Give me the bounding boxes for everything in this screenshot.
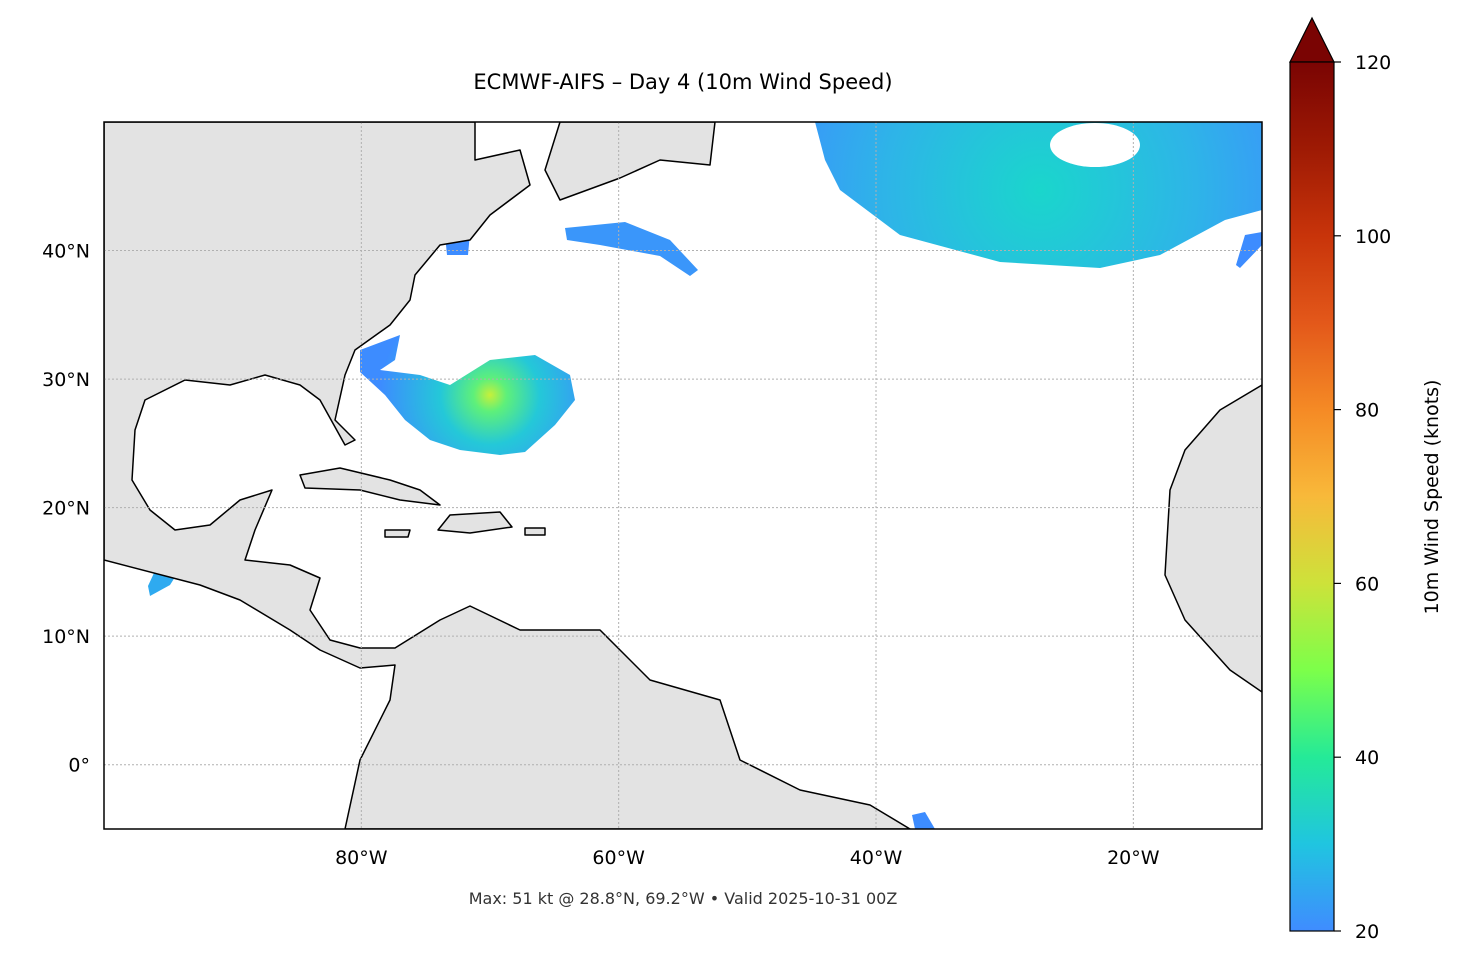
y-tick-label: 20°N [42,498,90,520]
y-tick-label: 30°N [42,369,90,391]
africa [1164,384,1262,693]
hurricane-wind [360,335,575,455]
chart-title: ECMWF-AIFS – Day 4 (10m Wind Speed) [473,70,892,94]
hispaniola [437,511,513,534]
colorbar-extend [1289,16,1335,63]
canada-east [544,122,716,201]
colorbar-tick-label: 40 [1355,747,1379,769]
x-tick-label: 60°W [592,847,645,869]
y-tick-label: 40°N [42,241,90,263]
y-tick-label: 10°N [42,626,90,648]
wind-area [1236,232,1262,268]
colorbar-ticks: 20 40 60 80 100 120 [1334,52,1391,943]
footnote: Max: 51 kt @ 28.8°N, 69.2°W • Valid 2025… [469,889,898,908]
cuba [299,467,441,506]
x-tick-label: 80°W [335,847,388,869]
x-tick-label: 20°W [1107,847,1160,869]
colorbar-tick-label: 20 [1355,921,1379,943]
colorbar-tick-label: 60 [1355,573,1379,595]
y-tick-label: 0° [68,755,90,777]
colorbar-tick-label: 120 [1355,52,1391,74]
x-tick-label: 40°W [850,847,903,869]
colorbar-tick-label: 100 [1355,226,1391,248]
map-frame [103,121,1263,830]
wind-gap [1050,123,1140,167]
colorbar [1289,61,1335,932]
graticule [104,122,1262,829]
colorbar-label: 10m Wind Speed (knots) [1421,380,1443,615]
map [104,122,1262,829]
wind-area [565,222,698,276]
wind-field [148,122,1262,829]
jamaica [384,529,411,538]
colorbar-tick-label: 80 [1355,400,1379,422]
americas [104,122,911,829]
land [104,122,1262,829]
wind-area [815,122,1262,268]
axis-ticks: 80°W 60°W 40°W 20°W 0° 10°N 20°N 30°N 40°N [42,241,1160,869]
puerto-rico [524,527,546,536]
wind-area [912,812,935,829]
